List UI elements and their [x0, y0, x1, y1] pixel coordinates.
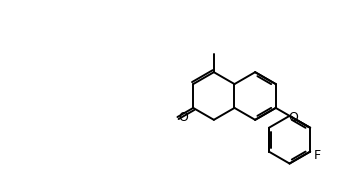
Text: F: F [314, 149, 321, 162]
Text: O: O [179, 111, 188, 123]
Text: O: O [288, 111, 298, 124]
